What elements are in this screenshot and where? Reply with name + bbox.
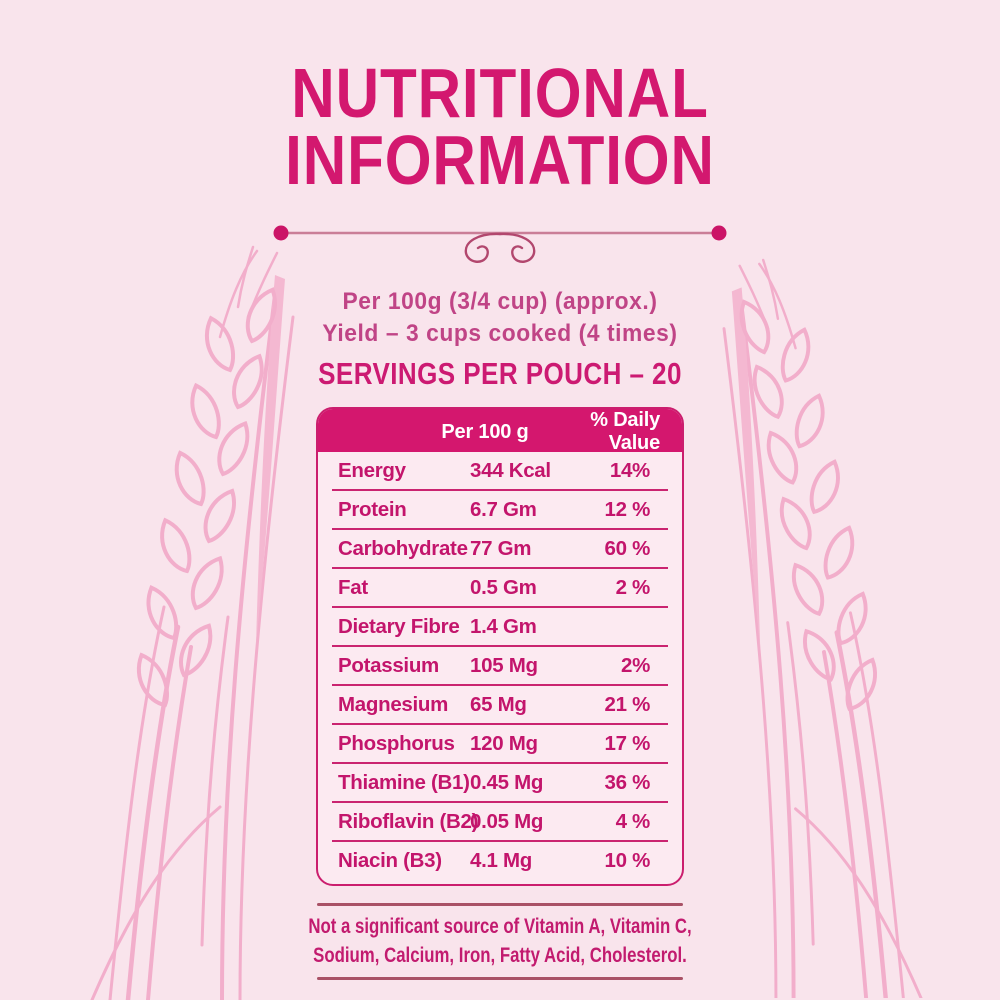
nutrient-daily-value: 2% (620, 653, 650, 677)
nutrient-daily-value: 2 % (615, 575, 651, 599)
table-row: Potassium 105 Mg 2% (332, 647, 668, 687)
nutrient-amount: 344 Kcal (470, 458, 551, 482)
footnote-line1: Not a significant source of Vitamin A, V… (308, 915, 692, 939)
footnote-text: Not a significant source of Vitamin A, V… (100, 913, 900, 970)
page-title: NUTRITIONAL INFORMATION (70, 54, 930, 200)
footnote-rule-top (317, 903, 683, 907)
nutrient-amount: 120 Mg (470, 731, 538, 755)
nutrient-label: Protein (338, 497, 407, 521)
nutrient-label: Riboflavin (B2) (338, 809, 479, 833)
nutrient-amount: 105 Mg (470, 653, 538, 677)
table-row: Carbohydrate 77 Gm 60 % (332, 530, 668, 570)
nutrient-daily-value: 12 % (604, 497, 650, 521)
swirl-divider-icon (273, 225, 727, 264)
yield-line: Yield – 3 cups cooked (4 times) (322, 320, 678, 348)
nutrient-daily-value: 21 % (604, 692, 650, 716)
nutrient-daily-value: 17 % (604, 731, 650, 755)
footnote-line2: Sodium, Calcium, Iron, Fatty Acid, Chole… (313, 943, 687, 967)
nutrient-daily-value: 14% (609, 458, 650, 482)
table-row: Dietary Fibre 1.4 Gm (332, 608, 668, 648)
nutrient-label: Energy (338, 458, 406, 482)
footnote-rule-bottom (317, 977, 683, 981)
nutrient-amount: 65 Mg (470, 692, 527, 716)
nutrient-amount: 77 Gm (470, 536, 532, 560)
nutrient-label: Dietary Fibre (338, 614, 460, 638)
col-header-daily-value: % Daily Value (590, 409, 660, 455)
table-row: Energy 344 Kcal 14% (332, 452, 668, 492)
table-header: Per 100 g % Daily Value (318, 409, 682, 455)
table-row: Niacin (B3) 4.1 Mg 10 % (332, 842, 668, 879)
nutrient-daily-value: 60 % (604, 536, 650, 560)
nutrient-daily-value: 4 % (615, 809, 651, 833)
table-row: Thiamine (B1) 0.45 Mg 36 % (332, 764, 668, 804)
nutrient-amount: 1.4 Gm (470, 614, 537, 638)
table-row: Fat 0.5 Gm 2 % (332, 569, 668, 609)
nutrient-amount: 0.05 Mg (470, 809, 544, 833)
nutrient-label: Phosphorus (338, 731, 455, 755)
nutrient-amount: 6.7 Gm (470, 497, 537, 521)
nutrient-amount: 0.45 Mg (470, 770, 544, 794)
page-title-line1: NUTRITIONAL (291, 54, 709, 132)
table-row: Protein 6.7 Gm 12 % (332, 491, 668, 531)
nutrient-amount: 0.5 Gm (470, 575, 537, 599)
nutrient-label: Niacin (B3) (338, 848, 442, 872)
footnote: Not a significant source of Vitamin A, V… (0, 903, 1000, 981)
nutrient-label: Fat (338, 575, 368, 599)
table-row: Riboflavin (B2) 0.05 Mg 4 % (332, 803, 668, 843)
servings-per-pouch-line: SERVINGS PER POUCH – 20 (318, 356, 682, 392)
nutrient-label: Carbohydrate (338, 536, 468, 560)
nutrient-amount: 4.1 Mg (470, 848, 532, 872)
nutrient-daily-value: 36 % (604, 770, 650, 794)
nutrient-label: Magnesium (338, 692, 449, 716)
page-title-line2: INFORMATION (285, 121, 715, 200)
col-header-per-100g: Per 100 g (441, 420, 529, 443)
nutrition-table: Per 100 g % Daily Value Energy 344 Kcal … (316, 407, 684, 887)
table-row: Phosphorus 120 Mg 17 % (332, 725, 668, 765)
nutrient-daily-value: 10 % (604, 848, 650, 872)
serving-size-line: Per 100g (3/4 cup) (approx.) (342, 288, 658, 316)
nutrient-label: Thiamine (B1) (338, 770, 470, 794)
table-row: Magnesium 65 Mg 21 % (332, 686, 668, 726)
nutrient-label: Potassium (338, 653, 439, 677)
